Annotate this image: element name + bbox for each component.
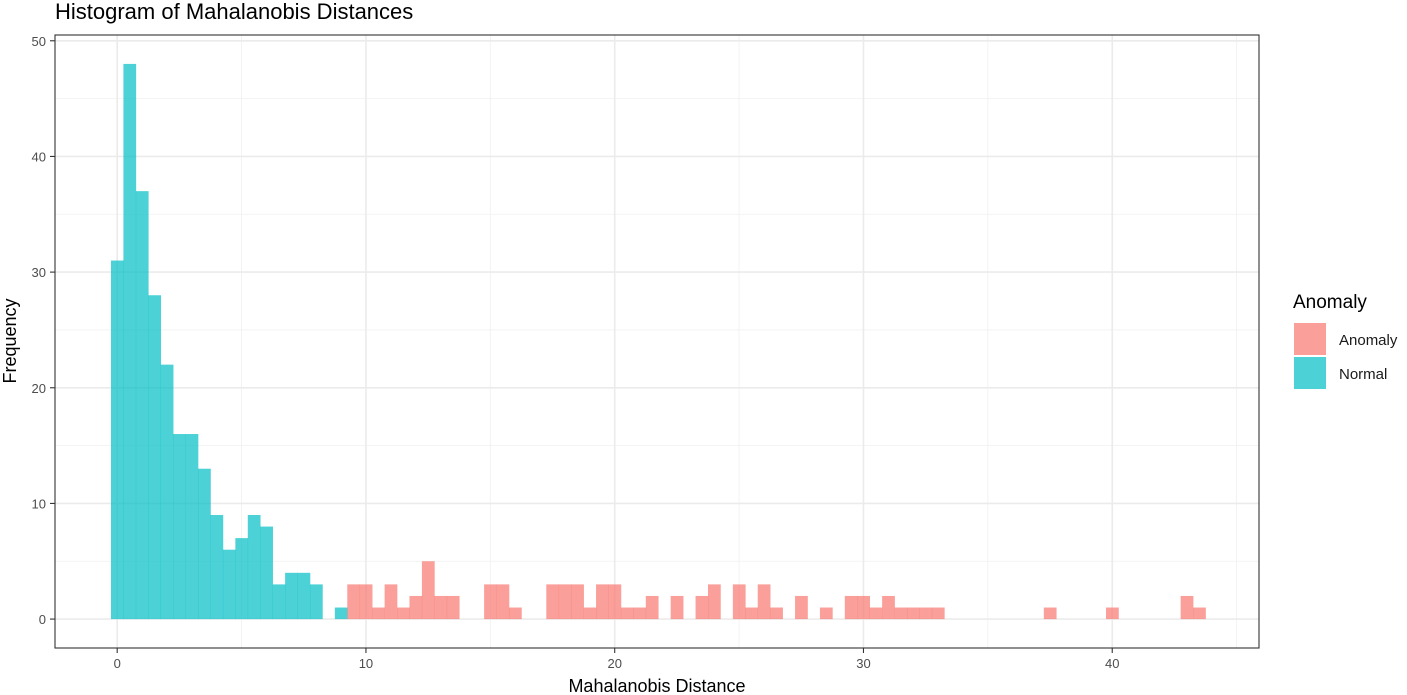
bar-anomaly	[757, 584, 771, 620]
bar-anomaly	[770, 607, 783, 620]
bar-anomaly	[421, 561, 435, 620]
x-tick-label: 20	[607, 656, 621, 671]
y-tick-label: 20	[32, 381, 46, 396]
bar-anomaly	[745, 607, 759, 620]
bar-normal	[309, 584, 323, 620]
bar-normal	[235, 538, 249, 620]
bar-anomaly	[894, 607, 908, 620]
legend-label-normal: Normal	[1339, 366, 1387, 383]
bar-normal	[110, 260, 124, 620]
bar-anomaly	[1193, 607, 1206, 620]
x-axis-title: Mahalanobis Distance	[568, 676, 745, 695]
bar-anomaly	[670, 595, 684, 620]
bar-anomaly	[496, 584, 510, 620]
bar-anomaly	[1180, 595, 1194, 620]
bar-normal	[222, 549, 236, 620]
y-tick-label: 30	[32, 265, 46, 280]
y-axis-ticks: 0 10 20 30 40 50	[32, 34, 55, 627]
bar-anomaly	[558, 584, 572, 620]
y-tick-label: 10	[32, 496, 46, 511]
bar-normal	[285, 572, 298, 620]
bar-anomaly	[844, 595, 858, 620]
bar-normal	[135, 191, 149, 620]
legend-key-normal	[1294, 357, 1326, 389]
bar-anomaly	[409, 595, 423, 620]
bar-anomaly	[633, 607, 647, 620]
x-axis-ticks: 0 10 20 30 40	[114, 648, 1119, 671]
chart-title: Histogram of Mahalanobis Distances	[55, 0, 413, 24]
bar-normal	[148, 295, 162, 620]
bar-normal	[198, 468, 211, 620]
legend-label-anomaly: Anomaly	[1339, 332, 1398, 349]
y-tick-label: 0	[39, 612, 46, 627]
histogram-bars	[110, 63, 1206, 620]
bar-anomaly	[1106, 607, 1119, 620]
legend: Anomaly Anomaly Normal	[1293, 292, 1398, 389]
bar-anomaly	[732, 584, 746, 620]
bar-anomaly	[596, 584, 609, 620]
bar-normal	[185, 434, 199, 620]
bar-anomaly	[695, 595, 709, 620]
bar-anomaly	[645, 595, 659, 620]
bar-anomaly	[359, 584, 373, 620]
bar-normal	[334, 607, 348, 620]
y-tick-label: 50	[32, 34, 46, 49]
bar-normal	[210, 514, 224, 620]
minor-gridlines	[55, 35, 1259, 648]
bar-anomaly	[795, 595, 808, 620]
bar-anomaly	[919, 607, 933, 620]
bar-anomaly	[869, 607, 883, 620]
legend-title: Anomaly	[1293, 292, 1367, 313]
bar-anomaly	[484, 584, 497, 620]
bar-normal	[272, 584, 286, 620]
bar-anomaly	[571, 584, 584, 620]
x-tick-label: 40	[1105, 656, 1119, 671]
bar-normal	[173, 434, 186, 620]
bar-anomaly	[347, 584, 361, 620]
x-tick-label: 10	[359, 656, 373, 671]
bar-anomaly	[583, 607, 597, 620]
bar-normal	[247, 514, 261, 620]
legend-key-anomaly	[1294, 323, 1326, 355]
bar-anomaly	[434, 595, 448, 620]
bar-normal	[123, 63, 137, 620]
bar-anomaly	[608, 584, 622, 620]
bar-anomaly	[907, 607, 920, 620]
bar-anomaly	[372, 607, 385, 620]
bar-anomaly	[546, 584, 560, 620]
plot-border	[54, 34, 1260, 649]
bar-anomaly	[508, 607, 522, 620]
bar-anomaly	[384, 584, 398, 620]
bar-anomaly	[708, 584, 721, 620]
y-axis-title: Frequency	[0, 298, 20, 383]
bar-anomaly	[882, 595, 895, 620]
bar-anomaly	[397, 607, 410, 620]
bar-anomaly	[857, 595, 870, 620]
x-tick-label: 30	[856, 656, 870, 671]
x-tick-label: 0	[114, 656, 121, 671]
bar-anomaly	[931, 607, 945, 620]
bar-normal	[297, 572, 311, 620]
bar-anomaly	[620, 607, 634, 620]
y-tick-label: 40	[32, 149, 46, 164]
bar-normal	[260, 526, 273, 620]
bar-anomaly	[1043, 607, 1057, 620]
bar-anomaly	[819, 607, 833, 620]
bar-anomaly	[446, 595, 460, 620]
bar-normal	[160, 364, 174, 620]
